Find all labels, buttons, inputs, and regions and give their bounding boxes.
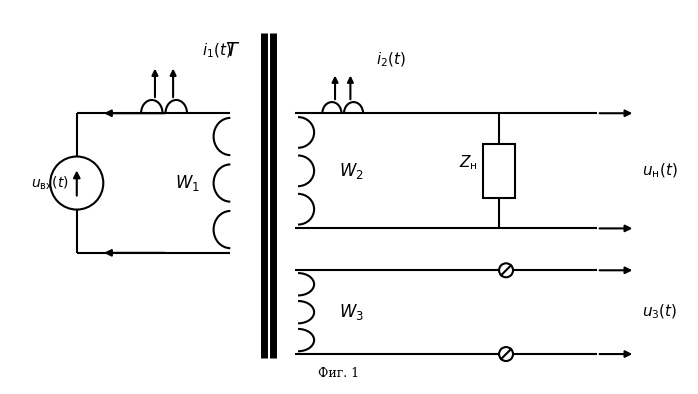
Text: $u_3(t)$: $u_3(t)$ (642, 303, 678, 322)
Circle shape (499, 263, 513, 277)
Text: $Z_{\rm н}$: $Z_{\rm н}$ (459, 153, 477, 172)
Text: $u_{\rm н}(t)$: $u_{\rm н}(t)$ (642, 162, 678, 180)
Bar (483, 143, 515, 198)
Text: $i_1(t)$: $i_1(t)$ (202, 42, 232, 60)
Text: Фиг. 1: Фиг. 1 (318, 367, 359, 380)
Text: $W_2$: $W_2$ (339, 161, 364, 181)
Text: $W_1$: $W_1$ (174, 173, 200, 193)
Circle shape (499, 347, 513, 361)
Text: $W_3$: $W_3$ (339, 302, 364, 322)
Text: $u_{\rm вх}(t)$: $u_{\rm вх}(t)$ (31, 174, 68, 192)
Text: $T$: $T$ (225, 41, 240, 60)
Text: $i_2(t)$: $i_2(t)$ (376, 50, 406, 69)
